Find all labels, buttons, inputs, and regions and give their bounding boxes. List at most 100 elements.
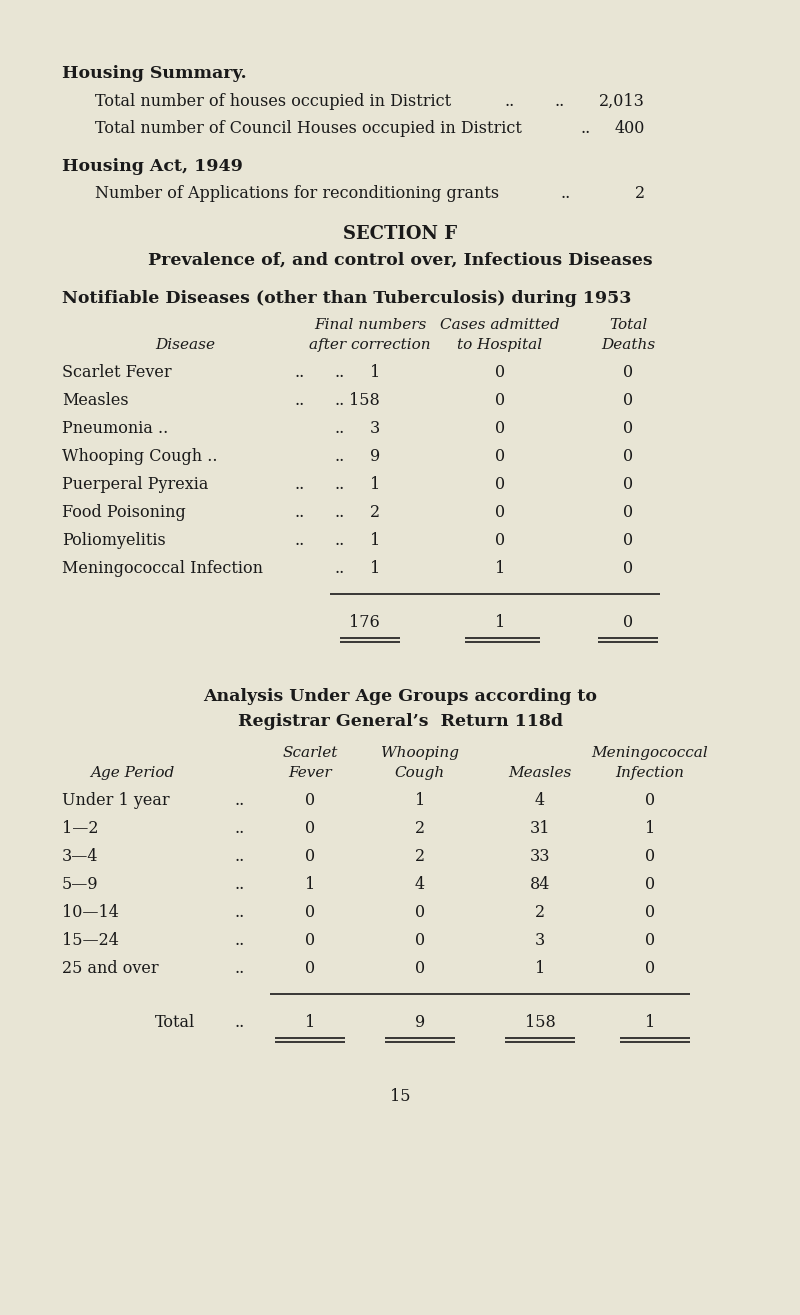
Text: ..: .. <box>235 848 246 865</box>
Text: 0: 0 <box>495 419 505 437</box>
Text: ..: .. <box>505 93 515 110</box>
Text: 0: 0 <box>623 476 633 493</box>
Text: 0: 0 <box>623 448 633 466</box>
Text: ..: .. <box>295 504 306 521</box>
Text: 0: 0 <box>415 932 425 949</box>
Text: 2: 2 <box>370 504 380 521</box>
Text: ..: .. <box>235 876 246 893</box>
Text: 0: 0 <box>645 792 655 809</box>
Text: 0: 0 <box>495 448 505 466</box>
Text: 0: 0 <box>623 392 633 409</box>
Text: Whooping Cough ..: Whooping Cough .. <box>62 448 218 466</box>
Text: Meningococcal Infection: Meningococcal Infection <box>62 560 263 577</box>
Text: 0: 0 <box>645 903 655 920</box>
Text: Total: Total <box>609 318 647 331</box>
Text: 15: 15 <box>390 1088 410 1105</box>
Text: 5—9: 5—9 <box>62 876 98 893</box>
Text: ..: .. <box>295 392 306 409</box>
Text: Under 1 year: Under 1 year <box>62 792 170 809</box>
Text: 2: 2 <box>415 821 425 838</box>
Text: 10—14: 10—14 <box>62 903 119 920</box>
Text: 0: 0 <box>495 533 505 548</box>
Text: 0: 0 <box>495 392 505 409</box>
Text: Number of Applications for reconditioning grants: Number of Applications for reconditionin… <box>95 185 499 203</box>
Text: ..: .. <box>335 448 346 466</box>
Text: Measles: Measles <box>62 392 129 409</box>
Text: 4: 4 <box>415 876 425 893</box>
Text: ..: .. <box>335 419 346 437</box>
Text: Prevalence of, and control over, Infectious Diseases: Prevalence of, and control over, Infecti… <box>148 252 652 270</box>
Text: Disease: Disease <box>155 338 215 352</box>
Text: ..: .. <box>560 185 570 203</box>
Text: ..: .. <box>580 120 590 137</box>
Text: 0: 0 <box>305 932 315 949</box>
Text: ..: .. <box>335 560 346 577</box>
Text: Meningococcal: Meningococcal <box>592 746 708 760</box>
Text: 0: 0 <box>495 364 505 381</box>
Text: after correction: after correction <box>309 338 431 352</box>
Text: 1: 1 <box>645 1014 655 1031</box>
Text: 0: 0 <box>415 903 425 920</box>
Text: 0: 0 <box>415 960 425 977</box>
Text: 0: 0 <box>623 533 633 548</box>
Text: Whooping: Whooping <box>381 746 459 760</box>
Text: 0: 0 <box>495 504 505 521</box>
Text: Scarlet Fever: Scarlet Fever <box>62 364 172 381</box>
Text: ..: .. <box>295 476 306 493</box>
Text: 3: 3 <box>535 932 545 949</box>
Text: 0: 0 <box>305 848 315 865</box>
Text: 2,013: 2,013 <box>599 93 645 110</box>
Text: Registrar General’s  Return 118d: Registrar General’s Return 118d <box>238 713 562 730</box>
Text: Fever: Fever <box>288 767 332 780</box>
Text: Cough: Cough <box>395 767 445 780</box>
Text: 31: 31 <box>530 821 550 838</box>
Text: ..: .. <box>335 476 346 493</box>
Text: 0: 0 <box>645 876 655 893</box>
Text: 0: 0 <box>623 560 633 577</box>
Text: ..: .. <box>335 533 346 548</box>
Text: 1: 1 <box>370 533 380 548</box>
Text: Poliomyelitis: Poliomyelitis <box>62 533 166 548</box>
Text: 1—2: 1—2 <box>62 821 98 838</box>
Text: ..: .. <box>295 364 306 381</box>
Text: 1: 1 <box>305 1014 315 1031</box>
Text: 84: 84 <box>530 876 550 893</box>
Text: 158: 158 <box>350 392 380 409</box>
Text: Final numbers: Final numbers <box>314 318 426 331</box>
Text: ..: .. <box>235 821 246 838</box>
Text: Puerperal Pyrexia: Puerperal Pyrexia <box>62 476 208 493</box>
Text: 0: 0 <box>305 821 315 838</box>
Text: SECTION F: SECTION F <box>343 225 457 243</box>
Text: 1: 1 <box>535 960 545 977</box>
Text: 176: 176 <box>350 614 380 631</box>
Text: ..: .. <box>235 960 246 977</box>
Text: ..: .. <box>335 364 346 381</box>
Text: 2: 2 <box>535 903 545 920</box>
Text: 1: 1 <box>495 560 505 577</box>
Text: Total: Total <box>154 1014 195 1031</box>
Text: 3: 3 <box>370 419 380 437</box>
Text: Food Poisoning: Food Poisoning <box>62 504 186 521</box>
Text: 1: 1 <box>645 821 655 838</box>
Text: 0: 0 <box>623 614 633 631</box>
Text: ..: .. <box>235 1014 246 1031</box>
Text: Infection: Infection <box>615 767 685 780</box>
Text: Measles: Measles <box>508 767 572 780</box>
Text: 2: 2 <box>635 185 645 203</box>
Text: ..: .. <box>235 932 246 949</box>
Text: 1: 1 <box>305 876 315 893</box>
Text: Total number of houses occupied in District: Total number of houses occupied in Distr… <box>95 93 451 110</box>
Text: 0: 0 <box>645 960 655 977</box>
Text: 0: 0 <box>623 364 633 381</box>
Text: 1: 1 <box>370 476 380 493</box>
Text: ..: .. <box>235 903 246 920</box>
Text: Total number of Council Houses occupied in District: Total number of Council Houses occupied … <box>95 120 522 137</box>
Text: 15—24: 15—24 <box>62 932 119 949</box>
Text: 1: 1 <box>370 364 380 381</box>
Text: Housing Act, 1949: Housing Act, 1949 <box>62 158 243 175</box>
Text: Age Period: Age Period <box>90 767 174 780</box>
Text: Analysis Under Age Groups according to: Analysis Under Age Groups according to <box>203 688 597 705</box>
Text: Deaths: Deaths <box>601 338 655 352</box>
Text: Scarlet: Scarlet <box>282 746 338 760</box>
Text: 0: 0 <box>623 504 633 521</box>
